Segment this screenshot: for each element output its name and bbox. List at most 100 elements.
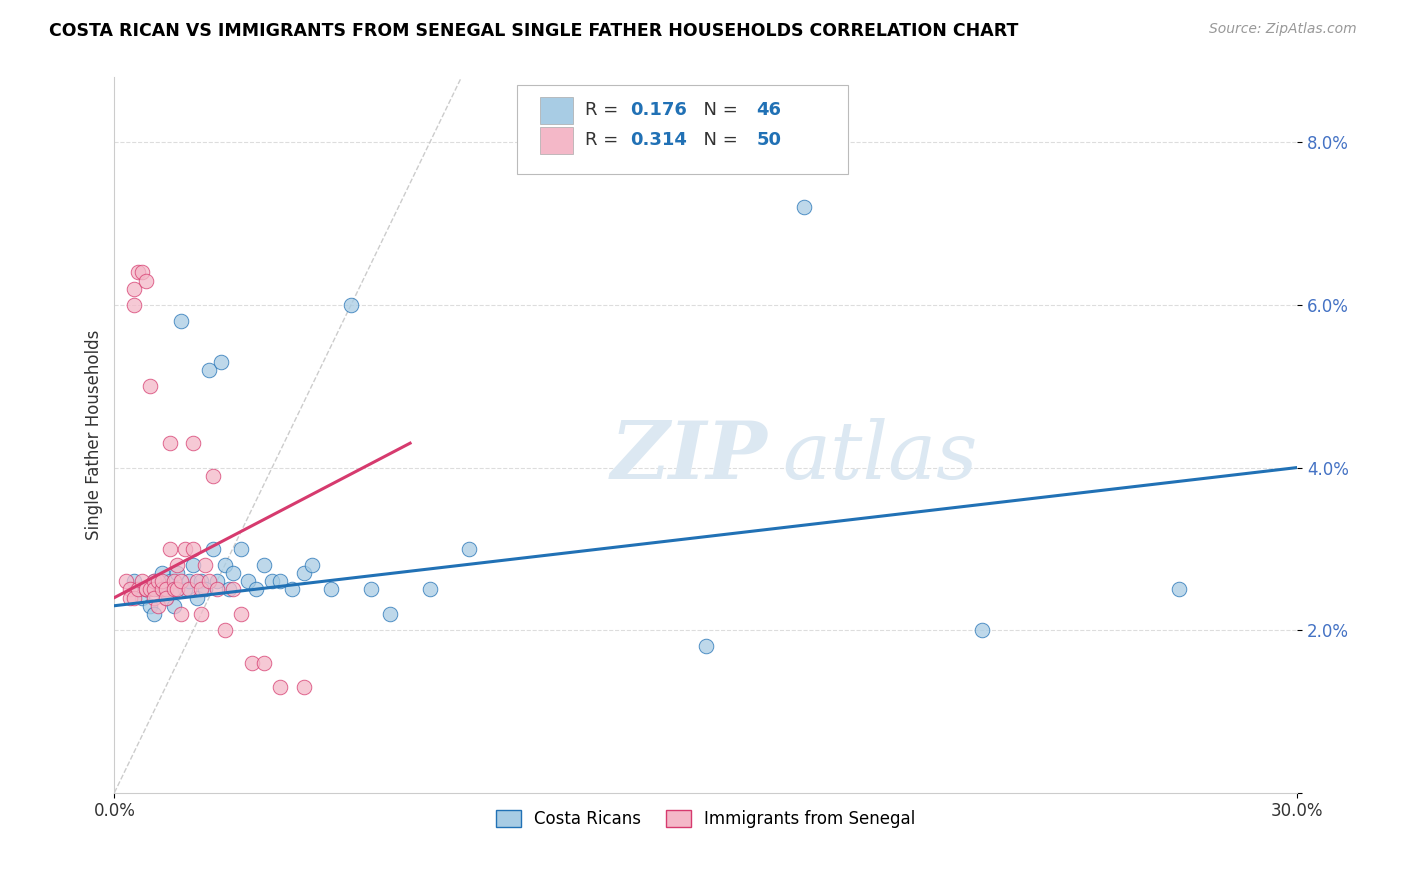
Point [269, 574, 291, 589]
Point [150, 574, 173, 589]
Text: Source: ZipAtlas.com: Source: ZipAtlas.com [1209, 22, 1357, 37]
Point [146, 582, 169, 597]
Point [194, 558, 217, 573]
Text: R =: R = [585, 102, 624, 120]
Point [142, 591, 165, 605]
Point [229, 607, 252, 621]
Y-axis label: Single Father Households: Single Father Households [86, 330, 103, 541]
Point [292, 680, 315, 694]
Point [159, 436, 181, 450]
Point [174, 582, 197, 597]
Point [181, 541, 204, 556]
Point [695, 640, 717, 654]
Point [793, 201, 815, 215]
Bar [540, 127, 574, 154]
Point [181, 436, 204, 450]
Point [198, 574, 221, 589]
Text: 0.314: 0.314 [630, 131, 688, 149]
Point [360, 582, 382, 597]
Point [162, 599, 184, 613]
Point [122, 282, 145, 296]
Point [162, 574, 184, 589]
Point [186, 591, 208, 605]
Point [321, 582, 343, 597]
Point [122, 574, 145, 589]
Point [1167, 582, 1189, 597]
Point [131, 574, 153, 589]
Point [142, 607, 165, 621]
Point [159, 541, 181, 556]
Point [245, 582, 267, 597]
Point [142, 574, 165, 589]
Point [135, 582, 157, 597]
Point [131, 265, 153, 279]
FancyBboxPatch shape [516, 85, 848, 174]
Point [380, 607, 402, 621]
Point [170, 314, 193, 328]
Point [218, 582, 240, 597]
Point [162, 582, 184, 597]
Point [162, 582, 184, 597]
Text: COSTA RICAN VS IMMIGRANTS FROM SENEGAL SINGLE FATHER HOUSEHOLDS CORRELATION CHAR: COSTA RICAN VS IMMIGRANTS FROM SENEGAL S… [49, 22, 1018, 40]
Point [458, 541, 481, 556]
Point [159, 574, 181, 589]
Point [190, 574, 212, 589]
Point [242, 656, 264, 670]
Bar [540, 96, 574, 124]
Point [150, 566, 173, 581]
Text: ZIP: ZIP [612, 417, 768, 495]
Point [122, 298, 145, 312]
Point [301, 558, 323, 573]
Point [190, 607, 212, 621]
Point [221, 566, 243, 581]
Point [155, 591, 177, 605]
Point [340, 298, 363, 312]
Point [221, 582, 243, 597]
Point [120, 582, 142, 597]
Point [150, 582, 173, 597]
Point [120, 591, 142, 605]
Text: N =: N = [692, 102, 742, 120]
Point [127, 582, 149, 597]
Text: N =: N = [692, 131, 742, 149]
Point [281, 582, 304, 597]
Point [253, 656, 276, 670]
Point [419, 582, 441, 597]
Point [194, 582, 217, 597]
Point [139, 582, 162, 597]
Point [214, 558, 236, 573]
Point [198, 363, 221, 377]
Text: 50: 50 [756, 131, 782, 149]
Point [179, 582, 201, 597]
Point [186, 574, 208, 589]
Point [201, 468, 224, 483]
Point [127, 265, 149, 279]
Point [170, 574, 193, 589]
Point [122, 591, 145, 605]
Point [292, 566, 315, 581]
Text: 0.176: 0.176 [630, 102, 688, 120]
Legend: Costa Ricans, Immigrants from Senegal: Costa Ricans, Immigrants from Senegal [489, 803, 922, 834]
Point [214, 623, 236, 637]
Point [205, 574, 228, 589]
Point [179, 574, 201, 589]
Point [201, 541, 224, 556]
Point [166, 558, 188, 573]
Point [970, 623, 993, 637]
Point [170, 607, 193, 621]
Point [135, 582, 157, 597]
Point [190, 582, 212, 597]
Point [174, 541, 197, 556]
Point [139, 379, 162, 393]
Point [146, 574, 169, 589]
Point [142, 574, 165, 589]
Point [238, 574, 260, 589]
Text: R =: R = [585, 131, 624, 149]
Point [229, 541, 252, 556]
Text: 46: 46 [756, 102, 782, 120]
Point [115, 574, 138, 589]
Point [135, 582, 157, 597]
Point [253, 558, 276, 573]
Point [131, 591, 153, 605]
Point [205, 582, 228, 597]
